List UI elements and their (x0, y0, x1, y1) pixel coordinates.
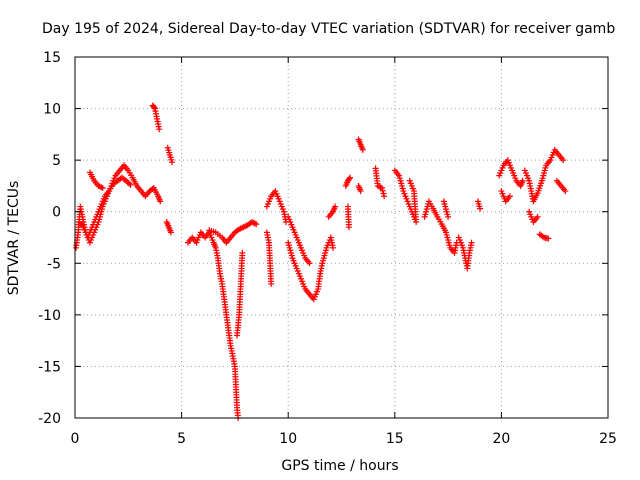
y-tick-label: -10 (38, 308, 61, 324)
x-tick-label: 20 (492, 431, 510, 447)
data-point (169, 159, 176, 166)
data-point (306, 260, 313, 267)
data-point (157, 198, 164, 205)
y-tick-label: 5 (52, 153, 61, 169)
data-point (126, 180, 133, 187)
data-point (468, 239, 475, 246)
data-point (359, 146, 366, 153)
data-point (506, 193, 513, 200)
x-tick-label: 15 (386, 431, 404, 447)
data-point (379, 184, 386, 191)
x-tick-label: 10 (279, 431, 297, 447)
x-ticks: 0 5 10 15 20 25 (71, 57, 617, 447)
y-tick-label: -20 (38, 411, 61, 427)
data-point (127, 181, 134, 188)
plot-frame (74, 56, 609, 419)
data-point (329, 244, 336, 251)
data-point (98, 184, 105, 191)
data-point (346, 175, 353, 182)
data-point (99, 184, 106, 191)
data-point (381, 193, 388, 200)
data-point (239, 249, 246, 256)
data-point (519, 177, 526, 184)
data-point (562, 188, 569, 195)
x-tick-label: 5 (177, 431, 186, 447)
y-tick-label: 15 (43, 50, 61, 66)
y-axis-label: SDTVAR / TECUs (6, 181, 22, 296)
data-point (560, 157, 567, 164)
data-point (250, 219, 257, 226)
x-axis-label: GPS time / hours (281, 458, 398, 474)
data-point (268, 280, 275, 287)
data-point (534, 213, 541, 220)
data-point (545, 235, 552, 242)
data-point (347, 174, 354, 181)
data-point (253, 221, 260, 228)
data-point (167, 229, 174, 236)
y-tick-label: -5 (47, 256, 61, 272)
data-point (156, 126, 163, 133)
data-point (477, 205, 484, 212)
data-point (379, 187, 386, 194)
data-point (445, 213, 452, 220)
data-point (251, 220, 258, 227)
x-tick-label: 25 (599, 431, 617, 447)
data-point (380, 190, 387, 197)
grid (75, 57, 608, 418)
data-point (357, 188, 364, 195)
y-tick-label: -15 (38, 359, 61, 375)
chart-title: Day 195 of 2024, Sidereal Day-to-day VTE… (42, 21, 615, 37)
data-point (332, 203, 339, 210)
y-tick-label: 0 (52, 205, 61, 221)
data-point (406, 177, 413, 184)
data-points (73, 102, 569, 421)
y-ticks: -20 -15 -10 -5 0 5 10 15 (38, 50, 608, 427)
x-tick-label: 0 (71, 431, 80, 447)
y-tick-label: 10 (43, 102, 61, 118)
data-point (345, 224, 352, 231)
data-point (151, 104, 158, 111)
